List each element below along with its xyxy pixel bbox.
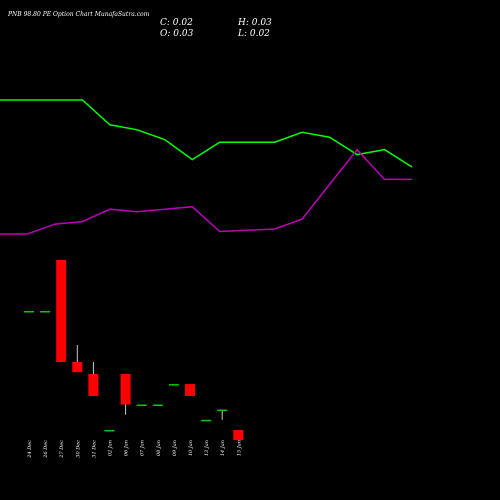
candle-07-jan	[136, 404, 147, 406]
candle-body	[201, 419, 212, 422]
chart-title: PNB 98.80 PE Option Chart MunafaSutra.co…	[7, 11, 150, 18]
candle-30-dec	[72, 345, 83, 373]
indicator-lines	[0, 99, 413, 235]
candle-body	[217, 409, 228, 412]
candle-body	[136, 404, 147, 406]
x-tick-label: 27 Dec	[59, 440, 65, 459]
x-tick-label: 31 Dec	[91, 440, 97, 458]
x-tick-label: 15 Jan	[236, 440, 242, 456]
candle-body	[72, 362, 83, 373]
x-tick-label: 06 Jan	[124, 440, 130, 456]
x-tick-label: 14 Jan	[220, 440, 226, 456]
candle-31-dec	[88, 362, 99, 396]
candle-body	[88, 373, 99, 396]
candle-26-dec	[40, 311, 51, 313]
candle-09-jan	[168, 384, 179, 386]
candle-body	[104, 430, 115, 432]
candle-body	[120, 373, 131, 405]
open-value: O: 0.03	[160, 29, 194, 39]
candle-06-jan	[120, 373, 131, 415]
x-tick-label: 09 Jan	[172, 440, 178, 456]
x-tick-label: 26 Dec	[43, 440, 49, 459]
x-tick-label: 30 Dec	[75, 440, 81, 458]
candle-02-jan	[104, 430, 115, 432]
x-tick-label: 02 Jan	[108, 440, 114, 456]
x-tick-label: 13 Jan	[204, 440, 210, 456]
low-value: L: 0.02	[237, 29, 270, 39]
x-tick-label: 24 Dec	[27, 440, 33, 459]
candle-body	[24, 311, 34, 313]
candle-13-jan	[201, 419, 212, 422]
x-tick-label: 10 Jan	[188, 440, 194, 456]
high-value: H: 0.03	[237, 18, 272, 28]
candle-body	[233, 430, 244, 441]
candlestick-series	[24, 260, 244, 441]
x-tick-label: 07 Jan	[140, 440, 146, 456]
candle-body	[185, 384, 195, 396]
candle-27-dec	[56, 260, 67, 362]
candle-14-jan	[217, 409, 228, 420]
indicator-line-2	[0, 148, 412, 235]
indicator-line-1	[0, 99, 413, 168]
candle-body	[152, 404, 163, 406]
x-tick-label: 08 Jan	[156, 440, 162, 456]
candle-body	[40, 311, 51, 313]
candle-24-dec	[24, 311, 34, 313]
candle-body	[56, 260, 67, 362]
x-axis-tick-labels: 24 Dec 26 Dec 27 Dec 30 Dec 31 Dec 02 Jan 06 J…	[27, 440, 242, 459]
close-value: C: 0.02	[160, 18, 193, 28]
candle-15-jan	[233, 430, 244, 441]
candle-body	[168, 384, 179, 386]
candle-08-jan	[152, 404, 163, 406]
candle-10-jan	[185, 384, 195, 396]
